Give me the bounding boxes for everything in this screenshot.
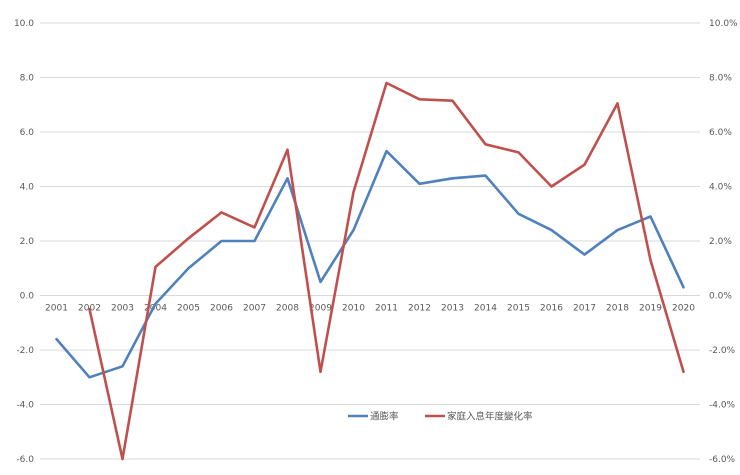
left-tick-label: -4.0 [16, 401, 34, 411]
x-tick-label: 2015 [507, 304, 530, 314]
x-tick-label: 2016 [540, 304, 563, 314]
x-tick-label: 2001 [45, 304, 68, 314]
right-tick-label: -6.0% [709, 455, 736, 465]
legend: 通膨率 家庭入息年度變化率 [348, 411, 533, 423]
series-line-1 [88, 81, 685, 461]
legend-label-household-income: 家庭入息年度變化率 [447, 411, 533, 423]
left-tick-label: 4.0 [20, 183, 35, 193]
right-tick-label: -2.0% [709, 346, 736, 356]
x-tick-label: 2011 [375, 304, 398, 314]
x-tick-label: 2010 [342, 304, 365, 314]
x-tick-label: 2018 [606, 304, 629, 314]
left-tick-label: -2.0 [16, 346, 34, 356]
x-tick-label: 2003 [111, 304, 134, 314]
x-tick-label: 2013 [441, 304, 464, 314]
legend-label-inflation: 通膨率 [370, 411, 399, 423]
x-tick-label: 2019 [639, 304, 662, 314]
right-tick-label: 10.0% [709, 19, 738, 29]
x-tick-label: 2008 [276, 304, 299, 314]
series-lines [55, 81, 685, 461]
series-line-0 [55, 149, 685, 379]
x-tick-label: 2017 [573, 304, 596, 314]
right-tick-label: 8.0% [709, 74, 732, 84]
left-tick-label: 10.0 [14, 19, 34, 29]
left-tick-label: 2.0 [20, 237, 35, 247]
right-tick-label: 4.0% [709, 183, 732, 193]
x-axis-ticks: 2001 2002 2003 2004 2005 2006 2007 2008 2009 2010… [45, 304, 695, 314]
left-tick-label: 6.0 [20, 128, 35, 138]
right-tick-label: 0.0% [709, 292, 732, 302]
right-tick-label: -4.0% [709, 401, 736, 411]
x-tick-label: 2007 [243, 304, 266, 314]
x-tick-label: 2009 [309, 304, 332, 314]
right-axis-ticks: -6.0% -4.0% -2.0% 0.0% 2.0% 4.0% 6.0% 8.0% 10.0% [709, 19, 738, 465]
right-tick-label: 6.0% [709, 128, 732, 138]
x-tick-label: 2004 [144, 304, 167, 314]
x-tick-label: 2020 [672, 304, 695, 314]
x-tick-label: 2012 [408, 304, 431, 314]
left-tick-label: 8.0 [20, 74, 35, 84]
left-tick-label: -6.0 [16, 455, 34, 465]
left-axis-ticks: -6.0 -4.0 -2.0 0.0 2.0 4.0 6.0 8.0 10.0 [14, 19, 34, 465]
right-tick-label: 2.0% [709, 237, 732, 247]
x-tick-label: 2006 [210, 304, 233, 314]
left-tick-label: 0.0 [20, 292, 35, 302]
x-tick-label: 2005 [177, 304, 200, 314]
x-tick-label: 2014 [474, 304, 497, 314]
